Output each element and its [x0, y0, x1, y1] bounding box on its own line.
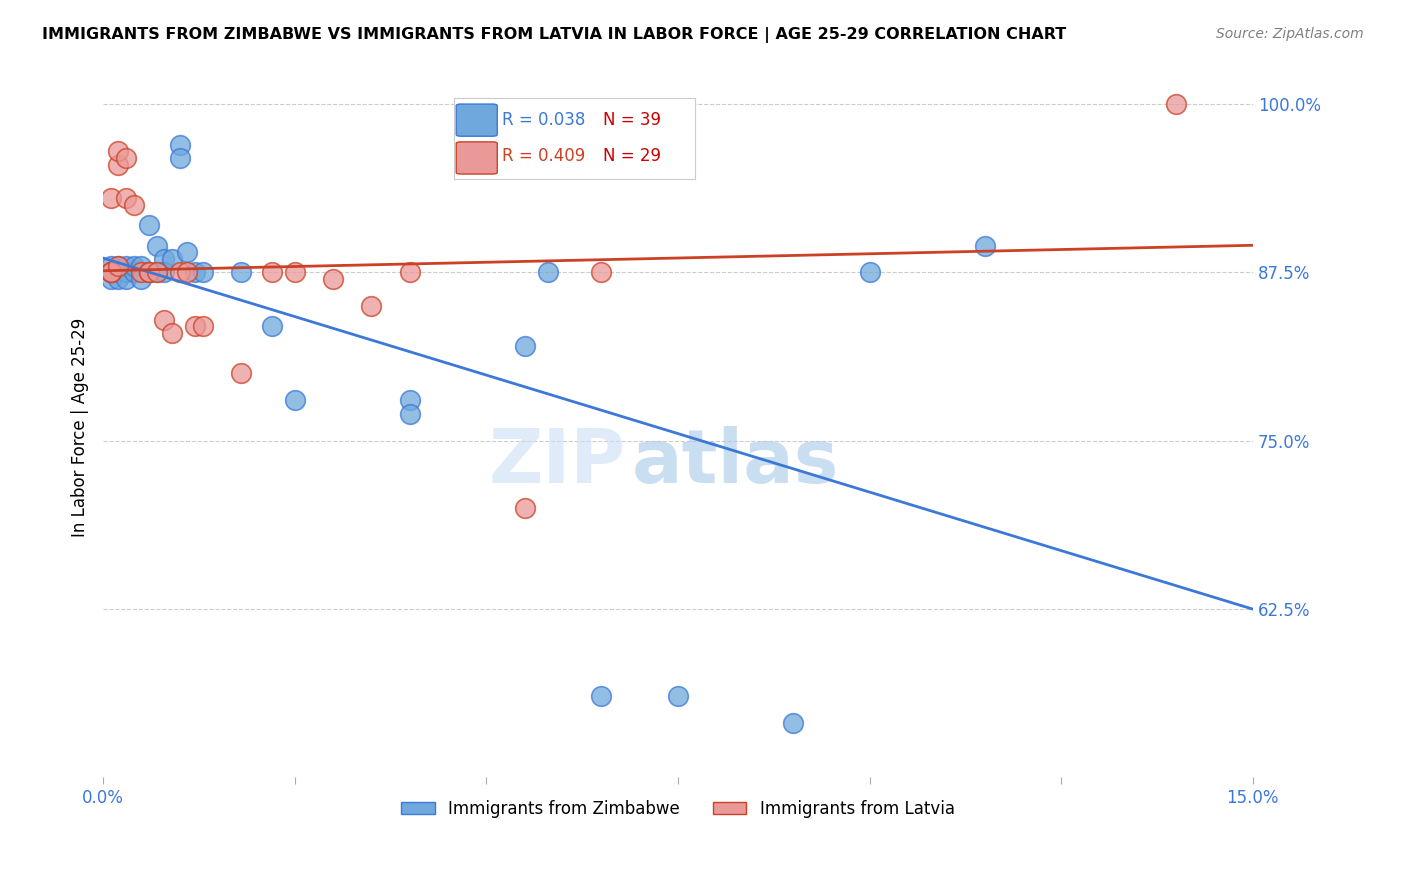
Point — [100, 192, 122, 206]
Point — [666, 689, 689, 703]
Point — [191, 265, 214, 279]
Point — [131, 259, 153, 273]
Point — [537, 265, 560, 279]
Point — [100, 265, 122, 279]
Point — [184, 265, 207, 279]
Text: atlas: atlas — [631, 425, 839, 499]
Point — [107, 158, 129, 172]
Point — [176, 245, 198, 260]
Point — [107, 259, 129, 273]
Point — [169, 137, 191, 152]
Point — [513, 500, 536, 515]
Point — [160, 252, 183, 266]
Point — [122, 265, 145, 279]
Point — [100, 259, 122, 273]
Point — [260, 319, 283, 334]
Point — [591, 265, 613, 279]
Point — [115, 265, 138, 279]
Point — [107, 259, 129, 273]
Point — [146, 238, 169, 252]
Point — [782, 716, 804, 731]
Point — [138, 219, 160, 233]
Point — [513, 339, 536, 353]
Point — [122, 198, 145, 212]
Y-axis label: In Labor Force | Age 25-29: In Labor Force | Age 25-29 — [72, 318, 89, 537]
Point — [107, 145, 129, 159]
Point — [122, 259, 145, 273]
Point — [160, 326, 183, 340]
Point — [229, 265, 252, 279]
Point — [284, 265, 307, 279]
Point — [100, 265, 122, 279]
Point — [973, 238, 995, 252]
Point — [107, 265, 129, 279]
Point — [115, 151, 138, 165]
Point — [169, 151, 191, 165]
Point — [100, 265, 122, 279]
Point — [100, 272, 122, 286]
Point — [146, 265, 169, 279]
Point — [153, 265, 176, 279]
Text: ZIP: ZIP — [489, 425, 626, 499]
Point — [284, 393, 307, 408]
Point — [100, 265, 122, 279]
Point — [107, 272, 129, 286]
Point — [100, 265, 122, 279]
Text: Source: ZipAtlas.com: Source: ZipAtlas.com — [1216, 27, 1364, 41]
Point — [591, 689, 613, 703]
Point — [169, 265, 191, 279]
Point — [138, 265, 160, 279]
Point — [115, 192, 138, 206]
Point — [191, 319, 214, 334]
Text: IMMIGRANTS FROM ZIMBABWE VS IMMIGRANTS FROM LATVIA IN LABOR FORCE | AGE 25-29 CO: IMMIGRANTS FROM ZIMBABWE VS IMMIGRANTS F… — [42, 27, 1066, 43]
Point — [1166, 97, 1188, 112]
Point — [138, 265, 160, 279]
Point — [398, 393, 420, 408]
Point — [398, 265, 420, 279]
Point — [229, 367, 252, 381]
Point — [107, 265, 129, 279]
Point — [146, 265, 169, 279]
Point — [858, 265, 880, 279]
Point — [398, 407, 420, 421]
Point — [176, 265, 198, 279]
Point — [131, 265, 153, 279]
Point — [138, 265, 160, 279]
Point — [322, 272, 344, 286]
Point — [360, 299, 382, 313]
Point — [153, 252, 176, 266]
Point — [184, 319, 207, 334]
Point — [115, 259, 138, 273]
Legend: Immigrants from Zimbabwe, Immigrants from Latvia: Immigrants from Zimbabwe, Immigrants fro… — [395, 793, 962, 824]
Point — [131, 272, 153, 286]
Point — [153, 312, 176, 326]
Point — [115, 272, 138, 286]
Point — [260, 265, 283, 279]
